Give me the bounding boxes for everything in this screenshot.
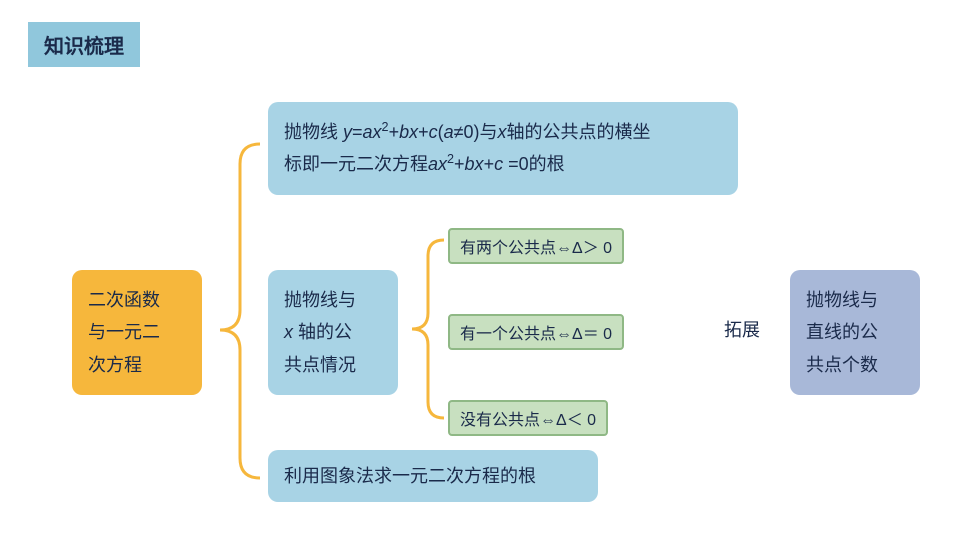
pill-1-text: 有一个公共点⇔Δ＝ 0 [460, 326, 612, 343]
brace-left [212, 144, 262, 478]
right-line-1: 直线的公 [806, 322, 878, 342]
pill-no-point: 没有公共点⇔Δ＜ 0 [448, 400, 608, 436]
pill-one-point: 有一个公共点⇔Δ＝ 0 [448, 314, 624, 350]
node-bottom-text: 利用图象法求一元二次方程的根 [284, 466, 536, 486]
node-mid: 抛物线与x 轴的公共点情况 [268, 270, 398, 395]
right-line-2: 共点个数 [806, 355, 878, 375]
pill-0-text: 有两个公共点⇔Δ＞ 0 [460, 240, 612, 257]
node-top: 抛物线 y=ax2+bx+c(a≠0)与x轴的公共点的横坐标即一元二次方程ax2… [268, 102, 738, 195]
node-bottom: 利用图象法求一元二次方程的根 [268, 450, 598, 502]
node-right: 抛物线与 直线的公 共点个数 [790, 270, 920, 395]
extend-text: 拓展 [724, 320, 760, 340]
root-line-0: 二次函数 [88, 290, 160, 310]
label-extend: 拓展 [724, 316, 760, 342]
node-root: 二次函数 与一元二 次方程 [72, 270, 202, 395]
pill-two-points: 有两个公共点⇔Δ＞ 0 [448, 228, 624, 264]
right-line-0: 抛物线与 [806, 290, 878, 310]
root-line-2: 次方程 [88, 355, 142, 375]
pill-2-text: 没有公共点⇔Δ＜ 0 [460, 412, 596, 429]
brace-right [408, 240, 448, 418]
header-badge: 知识梳理 [28, 22, 140, 67]
header-title: 知识梳理 [44, 36, 124, 58]
root-line-1: 与一元二 [88, 322, 160, 342]
